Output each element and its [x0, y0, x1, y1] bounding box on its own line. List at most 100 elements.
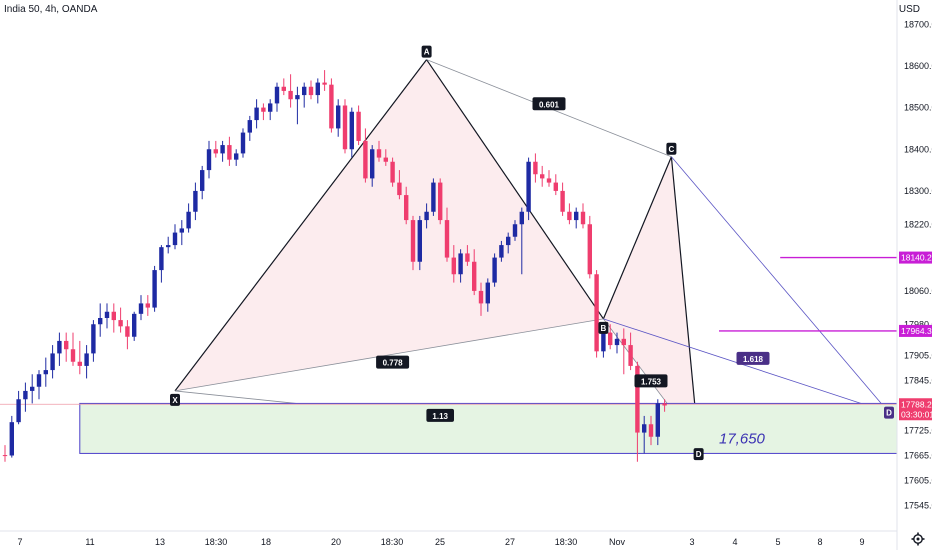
projection-line-c — [671, 156, 890, 413]
candle-body — [506, 236, 511, 246]
candle-body — [57, 340, 62, 354]
horizontal-levels: 18,14017,950 — [0, 256, 897, 405]
candle — [567, 203, 572, 225]
candle-body — [662, 403, 667, 406]
candle — [574, 207, 579, 229]
candle — [465, 245, 470, 266]
support-zone-box — [79, 402, 898, 454]
x-tick-label: 18:30 — [205, 537, 228, 547]
x-tick-label: 18:30 — [381, 537, 404, 547]
candle — [213, 140, 218, 158]
candle — [512, 220, 518, 241]
candle — [424, 203, 429, 229]
projection-line-b — [603, 318, 890, 413]
candle — [200, 165, 205, 200]
candle — [451, 245, 456, 283]
candle-body — [36, 374, 42, 387]
candle-body — [499, 245, 504, 258]
support-zone: 17,650 — [79, 402, 898, 454]
candle — [349, 107, 354, 158]
y-tick-label: 18300.0 — [904, 186, 932, 196]
candle-body — [417, 220, 422, 262]
candle-body — [247, 120, 252, 133]
current-price-tag — [899, 398, 932, 421]
currency-label: USD — [898, 4, 920, 15]
candle-body — [125, 326, 130, 337]
ratio-badge-0 — [532, 97, 566, 111]
candle-body — [519, 211, 524, 225]
x-tick-label: 9 — [859, 537, 864, 547]
candle-body — [172, 232, 178, 246]
y-tick-label: 17845.0 — [904, 376, 932, 386]
ratio-label-3: 1.13 — [432, 412, 448, 421]
candle-body — [152, 270, 157, 308]
point-badge-c — [666, 142, 677, 155]
candle-body — [111, 311, 116, 321]
candle — [172, 224, 178, 250]
candle-body — [9, 422, 14, 456]
candle — [376, 140, 382, 162]
candle — [322, 70, 327, 91]
candle-body — [363, 140, 368, 179]
candle — [587, 215, 592, 279]
candle — [363, 128, 368, 183]
price-axis[interactable]: 18700.0 18600.0 18500.0 18400.0 18300.0 18220… — [896, 0, 932, 550]
x-tick-label: 3 — [689, 537, 694, 547]
candle — [206, 140, 212, 179]
candle-body — [234, 153, 239, 160]
y-tick-label: 18600.0 — [904, 61, 932, 71]
candle — [30, 374, 35, 404]
candle — [370, 145, 375, 187]
point-badge-b — [598, 321, 609, 334]
candle-body — [608, 332, 613, 346]
y-tick-label: 17725.0 — [904, 426, 932, 436]
pattern-ratio-line-0 — [174, 318, 604, 392]
candle — [125, 320, 130, 350]
candle — [84, 345, 89, 379]
y-tick-label: 17905.0 — [904, 351, 932, 361]
candle — [159, 245, 164, 283]
candle-body — [91, 324, 96, 354]
y-tick-label: 17605.0 — [904, 476, 932, 486]
ratio-badge-3 — [426, 408, 454, 422]
candle-body — [43, 370, 48, 375]
candle-body — [560, 190, 565, 212]
candle — [648, 415, 654, 446]
time-axis[interactable]: 7 11 13 18:30 18 20 18:30 25 27 18:30 Nov 3 4 5 8 9 — [0, 530, 897, 547]
candle — [499, 240, 504, 262]
candle — [98, 303, 103, 337]
point-badge-d — [693, 448, 704, 461]
candle-body — [281, 86, 286, 91]
candle — [390, 157, 395, 187]
candle — [261, 103, 266, 121]
candle-body — [2, 455, 8, 457]
candle-body — [390, 161, 395, 183]
candle-body — [288, 90, 293, 100]
candle — [329, 78, 334, 133]
level-0-tag — [899, 251, 932, 264]
candle — [193, 182, 198, 221]
candle-body — [485, 282, 490, 304]
candle-body — [322, 82, 327, 85]
candle-body — [472, 261, 477, 291]
x-tick-label: 7 — [17, 537, 22, 547]
candle — [9, 415, 14, 458]
candle-body — [261, 107, 266, 112]
candle — [315, 78, 320, 104]
candle-body — [546, 178, 552, 183]
candle-body — [567, 211, 572, 221]
candle — [132, 311, 137, 341]
gear-icon[interactable] — [911, 532, 925, 546]
y-tick-label: 17665.0 — [904, 451, 932, 461]
candle-body — [655, 403, 660, 437]
candle-body — [206, 149, 212, 171]
candle-body — [376, 149, 382, 158]
candle-body — [635, 365, 640, 433]
candle-body — [240, 132, 246, 154]
candle — [152, 265, 157, 312]
candle — [50, 345, 55, 379]
current-price-value: 17788.2 — [901, 399, 932, 409]
candle — [268, 99, 273, 121]
candle-body — [159, 247, 164, 271]
